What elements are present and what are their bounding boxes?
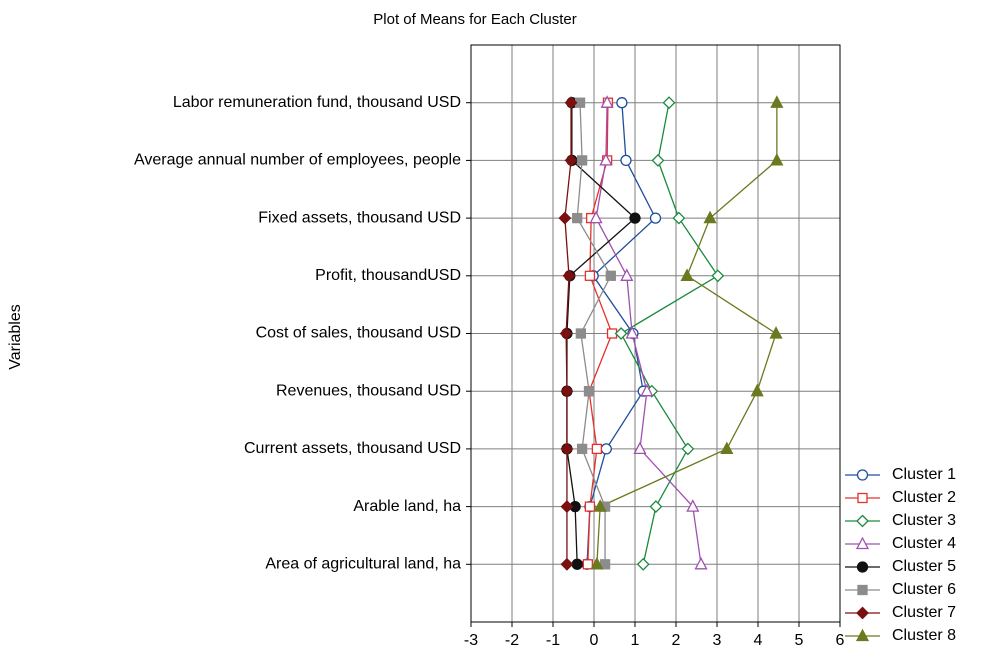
x-tick-label: 4 <box>754 632 763 649</box>
data-point <box>593 499 607 512</box>
data-point <box>583 386 595 397</box>
data-point <box>614 327 628 340</box>
data-point <box>562 269 576 283</box>
legend-label: Cluster 3 <box>892 512 956 529</box>
data-point <box>576 155 588 166</box>
chart-title: Plot of Means for Each Cluster <box>373 11 576 28</box>
legend-label: Cluster 4 <box>892 535 956 552</box>
data-point <box>558 211 572 225</box>
y-tick-label: Revenues, thousand USD <box>276 382 461 399</box>
data-point <box>560 500 574 514</box>
y-tick-label: Average annual number of employees, peop… <box>134 152 461 169</box>
data-point <box>584 270 596 281</box>
data-point <box>564 153 578 167</box>
y-tick-label: Profit, thousandUSD <box>315 267 461 284</box>
data-point <box>582 559 593 570</box>
data-point <box>680 268 694 281</box>
data-point <box>672 211 686 225</box>
data-point <box>649 212 662 224</box>
data-point <box>599 152 613 166</box>
legend-marker <box>856 561 869 573</box>
y-tick-label: Current assets, thousand USD <box>244 440 461 457</box>
y-tick-label: Fixed assets, thousand USD <box>258 209 461 226</box>
data-point <box>649 500 663 514</box>
data-point <box>616 97 628 109</box>
legend-label: Cluster 2 <box>892 489 956 506</box>
legend-marker <box>857 492 868 504</box>
x-tick-label: -1 <box>546 632 560 649</box>
data-point <box>600 443 612 455</box>
data-point <box>560 384 574 398</box>
data-point <box>560 442 574 456</box>
data-point <box>720 441 734 455</box>
plot-frame <box>470 44 841 623</box>
data-point <box>564 96 578 110</box>
data-point <box>620 268 634 281</box>
data-point <box>605 270 616 281</box>
legend-marker <box>856 514 869 528</box>
data-point <box>590 556 604 570</box>
data-point <box>591 443 603 455</box>
data-point <box>770 95 784 108</box>
legend-marker <box>856 606 869 620</box>
data-point <box>560 557 574 571</box>
data-point <box>559 327 573 340</box>
x-tick-label: -2 <box>505 632 519 649</box>
y-tick-label: Area of agricultural land, ha <box>265 556 461 573</box>
legend-label: Cluster 8 <box>892 627 956 644</box>
legend-marker <box>855 536 870 550</box>
legend-marker <box>856 469 869 481</box>
y-tick-label: Cost of sales, thousand USD <box>256 325 461 342</box>
data-point <box>629 212 641 224</box>
data-point <box>620 154 632 167</box>
x-tick-label: 2 <box>672 632 681 649</box>
y-tick-label: Labor remuneration fund, thousand USD <box>173 94 461 111</box>
data-point <box>572 212 583 224</box>
y-tick-label: Arable land, ha <box>353 498 461 515</box>
data-point <box>681 442 695 456</box>
x-tick-label: 0 <box>590 632 599 649</box>
data-point <box>625 326 639 339</box>
x-tick-label: 3 <box>713 632 722 649</box>
legend-label: Cluster 7 <box>892 604 956 621</box>
data-point <box>636 557 650 571</box>
legend-label: Cluster 6 <box>892 581 956 598</box>
data-point <box>575 328 587 339</box>
x-tick-label: 1 <box>631 632 640 649</box>
y-axis-label: Variables <box>7 304 24 370</box>
data-point <box>584 501 596 512</box>
data-point <box>589 210 603 224</box>
x-tick-label: -3 <box>464 632 478 649</box>
legend-label: Cluster 5 <box>892 558 956 575</box>
legend-label: Cluster 1 <box>892 466 956 483</box>
data-point <box>662 96 676 110</box>
x-tick-label: 5 <box>795 632 804 649</box>
data-point <box>750 383 764 397</box>
data-point <box>770 152 784 166</box>
data-point <box>703 210 717 224</box>
data-point <box>571 558 583 570</box>
data-point <box>686 499 700 512</box>
data-point <box>640 383 654 397</box>
data-point <box>769 326 783 339</box>
x-tick-label: 6 <box>836 632 845 649</box>
data-point <box>600 95 614 108</box>
data-point <box>576 443 588 455</box>
data-point <box>633 441 647 455</box>
legend-marker <box>857 584 868 596</box>
legend-marker <box>855 628 870 642</box>
data-point <box>694 556 708 570</box>
data-point <box>651 153 665 167</box>
data-point <box>711 269 725 283</box>
